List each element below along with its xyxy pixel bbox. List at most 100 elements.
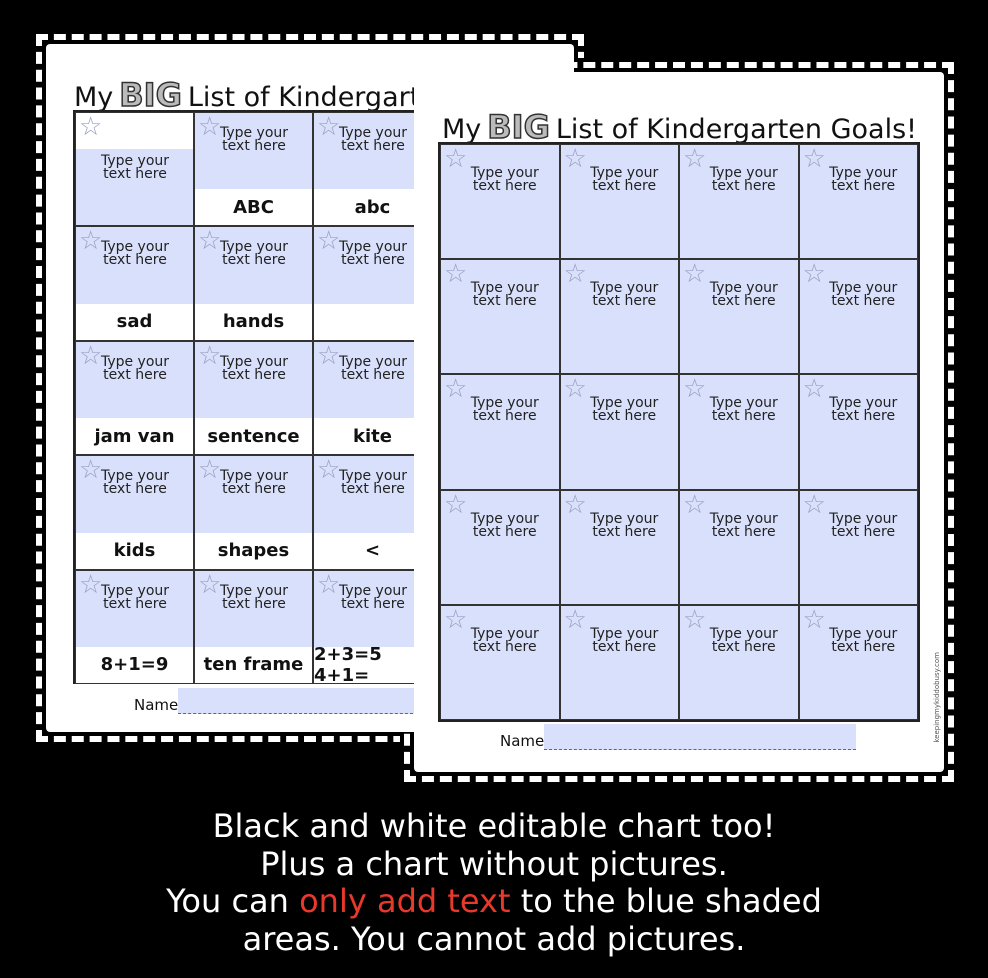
goal-cell[interactable]: ☆ Type your text here — [798, 144, 918, 260]
goal-text[interactable]: Type your text here — [219, 239, 289, 269]
goal-text[interactable]: Type your text here — [100, 153, 170, 182]
goal-text[interactable]: Type your text here — [100, 239, 170, 269]
goal-text[interactable]: Type your text here — [219, 468, 289, 498]
picture-area: kids — [76, 532, 193, 569]
goal-cell[interactable]: ☆ Type your text here — [798, 489, 918, 605]
goal-text[interactable]: Type your text here — [590, 280, 659, 310]
star-icon: ☆ — [444, 489, 468, 520]
goal-text[interactable]: Type your text here — [100, 582, 170, 612]
goal-cell[interactable]: ☆ Type your text here — [440, 259, 560, 375]
goal-text[interactable]: Type your text here — [590, 625, 659, 655]
goal-text[interactable]: Type your text here — [100, 353, 170, 383]
title-prefix: My — [442, 114, 482, 145]
goal-text[interactable]: Type your text here — [829, 395, 898, 425]
goal-cell[interactable]: ☆ Type your text here — [798, 604, 918, 720]
goal-cell[interactable]: ☆ Type your text here sentence — [194, 340, 313, 456]
goal-cell[interactable]: ☆ Type your text here — [559, 489, 679, 605]
name-field[interactable] — [178, 688, 419, 714]
goal-cell[interactable]: ☆ Type your text here abc — [313, 112, 432, 227]
star-icon: ☆ — [683, 144, 707, 174]
goal-text[interactable]: Type your text here — [219, 353, 289, 383]
goal-text[interactable]: Type your text here — [709, 510, 778, 540]
goal-text[interactable]: Type your text here — [590, 395, 659, 425]
star-icon: ☆ — [79, 340, 103, 371]
goal-cell[interactable]: ☆ Type your text here — [440, 374, 560, 490]
goal-text[interactable]: Type your text here — [470, 510, 539, 540]
goal-cell[interactable]: ☆ Type your text here — [440, 604, 560, 720]
caption-text: to the blue shaded — [510, 882, 822, 920]
goal-cell[interactable]: ☆ Type your text here — [679, 259, 799, 375]
goal-cell[interactable]: ☆ Type your text here hands — [194, 226, 313, 341]
name-field[interactable] — [544, 724, 857, 750]
goal-cell[interactable]: ☆ Type your text here kids — [75, 455, 194, 570]
title-prefix: My — [74, 82, 114, 113]
goal-text[interactable]: Type your text here — [590, 510, 659, 540]
picture-area: 2+3=5 4+1= — [314, 644, 431, 683]
goal-cell[interactable]: ☆ Type your text here sad — [75, 226, 194, 341]
title-suffix: List of Kindergarten Goals! — [555, 114, 917, 145]
star-icon: ☆ — [683, 374, 707, 405]
goal-text[interactable]: Type your text here — [470, 165, 539, 194]
star-icon: ☆ — [683, 489, 707, 520]
goal-text[interactable]: Type your text here — [470, 395, 539, 425]
star-icon: ☆ — [79, 112, 103, 142]
star-icon: ☆ — [444, 374, 468, 405]
goal-text[interactable]: Type your text here — [590, 165, 659, 194]
goal-cell[interactable]: ☆ Type your text here < — [313, 455, 432, 570]
goal-text[interactable]: Type your text here — [829, 165, 898, 194]
goal-text[interactable]: Type your text here — [709, 395, 778, 425]
goal-cell[interactable]: ☆ Type your text here — [559, 374, 679, 490]
goal-text[interactable]: Type your text here — [470, 625, 539, 655]
goal-text[interactable]: Type your text here — [709, 165, 778, 194]
goal-text[interactable]: Type your text here — [338, 353, 408, 383]
goal-cell[interactable]: ☆ Type your text here jam van — [75, 340, 194, 456]
goal-cell[interactable]: ☆ Type your text here — [679, 489, 799, 605]
goal-text[interactable]: Type your text here — [829, 625, 898, 655]
star-icon: ☆ — [198, 569, 222, 600]
picture-area — [314, 303, 431, 340]
goal-text[interactable]: Type your text here — [100, 468, 170, 498]
goal-text[interactable]: Type your text here — [829, 280, 898, 310]
goal-cell[interactable]: ☆ Type your text here ten frame — [194, 569, 313, 684]
goal-text[interactable]: Type your text here — [219, 125, 289, 154]
star-icon: ☆ — [444, 259, 468, 290]
name-row: Name — [134, 684, 419, 714]
star-icon: ☆ — [802, 604, 826, 635]
goal-text[interactable]: Type your text here — [338, 125, 408, 154]
star-icon: ☆ — [802, 259, 826, 290]
star-icon: ☆ — [563, 374, 587, 405]
goal-cell[interactable]: ☆ Type your text here — [313, 226, 432, 341]
goal-cell[interactable]: ☆ Type your text here — [75, 112, 194, 227]
goal-cell[interactable]: ☆ Type your text here — [559, 259, 679, 375]
goal-text[interactable]: Type your text here — [219, 582, 289, 612]
goal-text[interactable]: Type your text here — [709, 280, 778, 310]
goal-cell[interactable]: ☆ Type your text here — [559, 604, 679, 720]
goal-text[interactable]: Type your text here — [338, 239, 408, 269]
star-icon: ☆ — [563, 259, 587, 290]
goal-text[interactable]: Type your text here — [338, 582, 408, 612]
goal-text[interactable]: Type your text here — [470, 280, 539, 310]
picture-area: kite — [314, 418, 431, 455]
goal-cell[interactable]: ☆ Type your text here 2+3=5 4+1= — [313, 569, 432, 684]
goal-cell[interactable]: ☆ Type your text here — [679, 144, 799, 260]
goal-text[interactable]: Type your text here — [829, 510, 898, 540]
picture-area: ten frame — [195, 646, 312, 683]
star-icon: ☆ — [802, 489, 826, 520]
goal-cell[interactable]: ☆ Type your text here shapes — [194, 455, 313, 570]
star-icon: ☆ — [198, 226, 222, 257]
goal-text[interactable]: Type your text here — [709, 625, 778, 655]
goal-cell[interactable]: ☆ Type your text here — [798, 374, 918, 490]
goal-cell[interactable]: ☆ Type your text here kite — [313, 340, 432, 456]
star-icon: ☆ — [79, 569, 103, 600]
goal-cell[interactable]: ☆ Type your text here — [679, 374, 799, 490]
goal-cell[interactable]: ☆ Type your text here — [440, 144, 560, 260]
goal-cell[interactable]: ☆ Type your text here — [440, 489, 560, 605]
goal-cell[interactable]: ☆ Type your text here ABC — [194, 112, 313, 227]
goal-text[interactable]: Type your text here — [338, 468, 408, 498]
goal-cell[interactable]: ☆ Type your text here 8+1=9 — [75, 569, 194, 684]
goal-cell[interactable]: ☆ Type your text here — [798, 259, 918, 375]
star-icon: ☆ — [444, 144, 468, 174]
goal-cell[interactable]: ☆ Type your text here — [679, 604, 799, 720]
goal-cell[interactable]: ☆ Type your text here — [559, 144, 679, 260]
star-icon: ☆ — [317, 569, 341, 600]
